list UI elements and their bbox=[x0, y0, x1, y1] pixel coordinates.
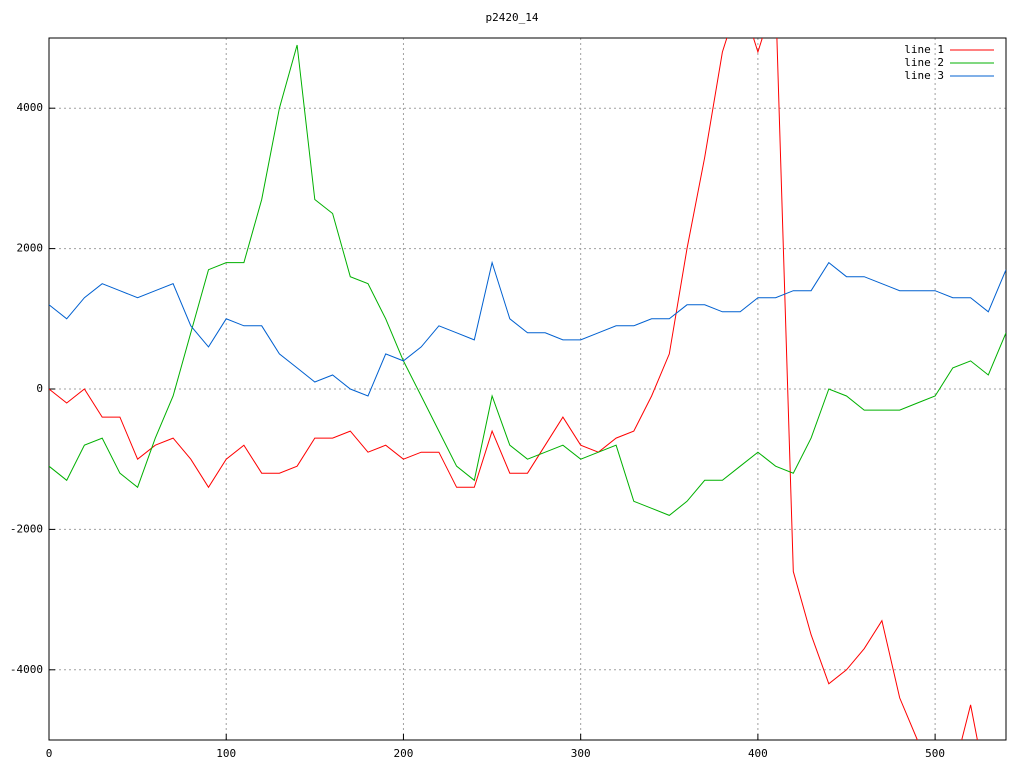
x-tick-label: 0 bbox=[46, 747, 53, 760]
x-tick-label: 500 bbox=[925, 747, 945, 760]
x-tick-label: 300 bbox=[571, 747, 591, 760]
plot-area bbox=[49, 38, 1006, 740]
legend-label: line 3 bbox=[904, 69, 944, 82]
x-tick-label: 200 bbox=[394, 747, 414, 760]
series-line bbox=[49, 38, 978, 740]
y-tick-label: 0 bbox=[36, 382, 43, 395]
x-tick-label: 100 bbox=[216, 747, 236, 760]
series-line bbox=[49, 44, 1006, 516]
y-tick-label: 4000 bbox=[17, 101, 44, 114]
plot-frame bbox=[48, 37, 1007, 741]
y-tick-label: -2000 bbox=[10, 522, 43, 535]
y-tick-label: 2000 bbox=[17, 242, 44, 255]
legend-label: line 2 bbox=[904, 56, 944, 69]
chart-title: p2420_14 bbox=[486, 11, 539, 24]
legend-label: line 1 bbox=[904, 43, 944, 56]
x-tick-label: 400 bbox=[748, 747, 768, 760]
y-tick-label: -4000 bbox=[10, 663, 43, 676]
series-line bbox=[49, 260, 1006, 397]
